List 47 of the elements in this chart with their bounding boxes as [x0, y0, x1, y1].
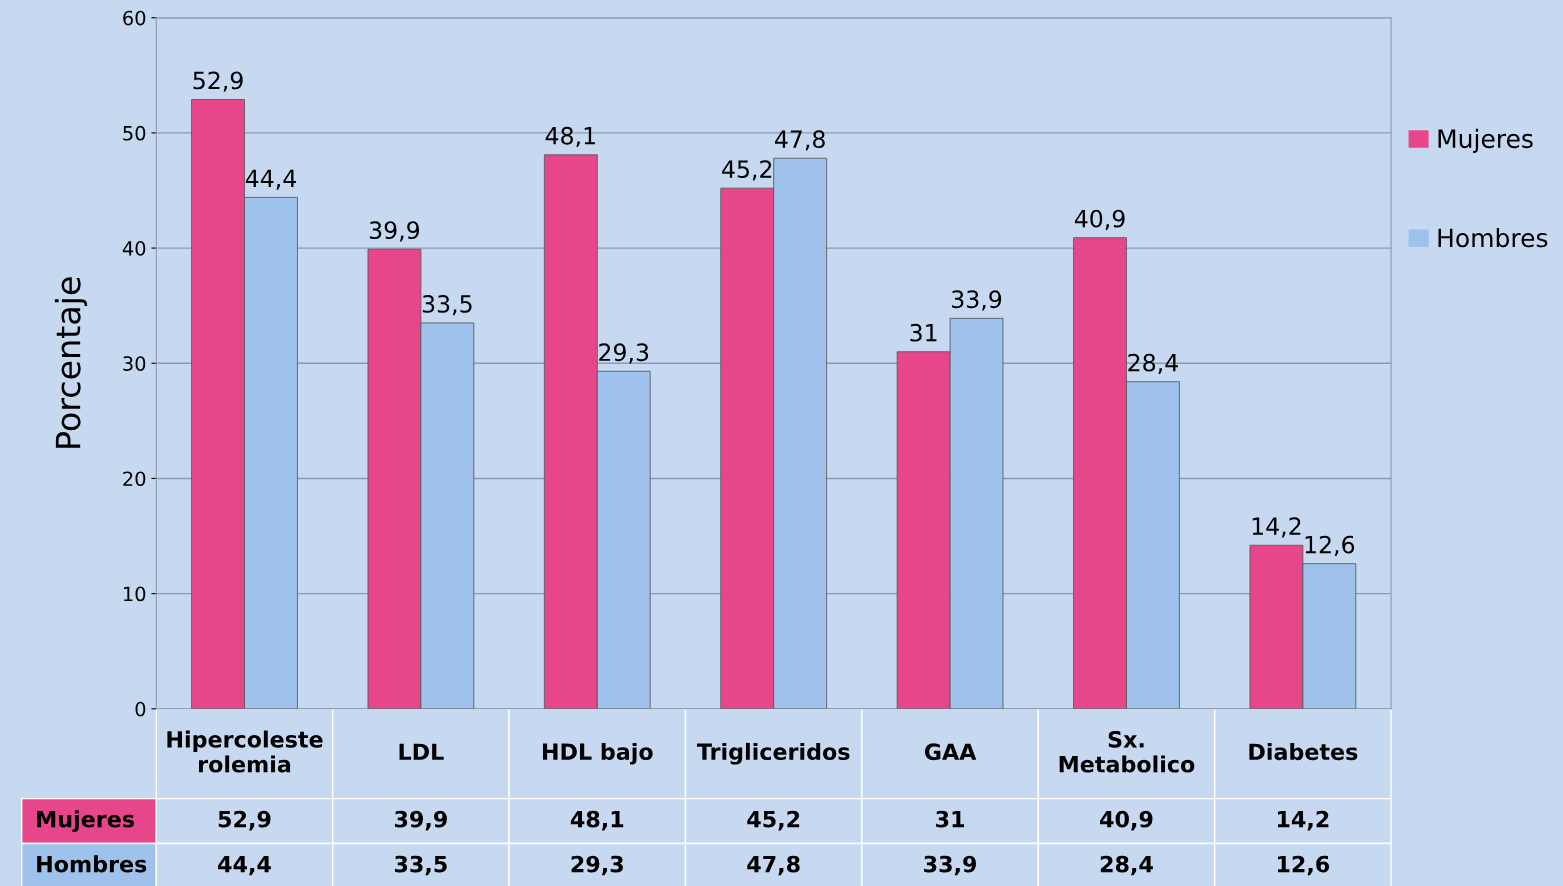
data-label: 45,2 [747, 810, 800, 831]
data-label: 47,8 [747, 855, 800, 876]
x-tick-label: Trigliceridos [696, 742, 850, 765]
x-tick-label: GAA [924, 743, 977, 761]
y-tick-label: 20 [123, 471, 146, 487]
y-tick-label: 30 [123, 356, 146, 371]
text: 31 [910, 323, 937, 342]
text: 33,9 [952, 290, 1002, 311]
y-tick-label: 10 [123, 586, 146, 602]
data-label: 29,3 [571, 855, 623, 876]
x-tick-label: Diabetes [1249, 742, 1358, 761]
data-label: 12,6 [1277, 855, 1330, 876]
y-tick-label: 60 [123, 10, 146, 26]
text: 28,4 [1128, 353, 1178, 374]
y-tick-label: 0 [135, 701, 146, 717]
data-label: 33,5 [394, 855, 447, 876]
x-tick-label: HDL bajo [542, 742, 653, 765]
text: 40,9 [1074, 209, 1125, 230]
y-tick-label: 40 [122, 241, 146, 256]
text: 33,5 [422, 294, 472, 316]
data-label: 14,2 [1277, 810, 1329, 831]
x-tick-label: LDL [399, 743, 444, 760]
y-tick-label: 50 [123, 125, 146, 141]
text: 29,3 [599, 343, 649, 364]
data-label: 40,9 [1100, 810, 1153, 831]
x-tick-label: Sx. Metabolico [1059, 730, 1195, 773]
text: 39,9 [369, 221, 420, 242]
text: 47,8 [775, 130, 825, 151]
legend-label: Hombres [1438, 227, 1548, 248]
text: 44,4 [245, 169, 296, 190]
text: 45,2 [722, 160, 772, 181]
y-axis-title: Porcentaje [54, 277, 88, 448]
text: 14,2 [1252, 517, 1301, 538]
data-label: 39,9 [394, 810, 447, 831]
data-label: 28,4 [1100, 855, 1153, 876]
text: Hombres [37, 855, 147, 873]
data-label: 52,9 [218, 810, 271, 831]
data-label: 44,4 [218, 855, 271, 876]
text: Mujeres [37, 810, 134, 832]
text: 52,9 [193, 71, 243, 92]
data-label: 33,9 [924, 855, 977, 876]
text: 12,6 [1305, 535, 1355, 556]
data-label: 48,1 [570, 810, 624, 831]
legend-label: Mujeres [1438, 128, 1533, 153]
text: 48,1 [545, 126, 595, 148]
x-tick-label: Hipercoleste rolemia [167, 730, 323, 773]
data-label: 31 [936, 810, 965, 828]
